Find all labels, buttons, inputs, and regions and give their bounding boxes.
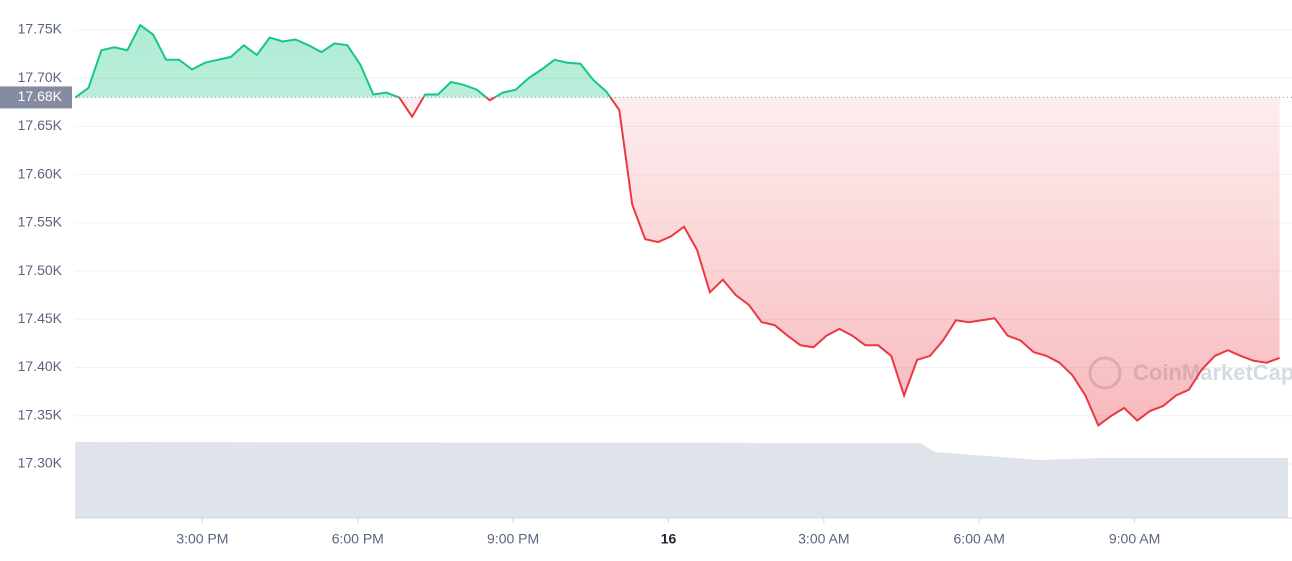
line-up xyxy=(74,23,612,98)
y-tick-label: 17.60K xyxy=(18,165,63,181)
area-up xyxy=(75,25,1280,98)
baseline-badge xyxy=(0,86,72,109)
x-tick-label: 6:00 PM xyxy=(332,531,384,547)
x-tick-label: 3:00 PM xyxy=(176,531,228,547)
area-down xyxy=(399,97,1280,426)
x-tick-label: 3:00 AM xyxy=(798,531,849,547)
baseline-label: 17.68K xyxy=(18,88,63,104)
y-tick-label: 17.75K xyxy=(18,21,63,37)
y-tick-label: 17.70K xyxy=(18,69,63,85)
x-tick-label: 6:00 AM xyxy=(954,531,1005,547)
y-tick-label: 17.65K xyxy=(18,117,63,133)
volume-area xyxy=(75,442,1288,518)
y-tick-label: 17.55K xyxy=(18,214,63,230)
y-tick-label: 17.30K xyxy=(18,455,63,471)
y-tick-label: 17.35K xyxy=(18,406,63,422)
y-tick-label: 17.45K xyxy=(18,310,63,326)
y-tick-label: 17.50K xyxy=(18,262,63,278)
x-tick-label: 9:00 PM xyxy=(487,531,539,547)
x-tick-label: 9:00 AM xyxy=(1109,531,1160,547)
line-down xyxy=(75,97,1280,427)
plot xyxy=(74,23,1292,427)
y-tick-label: 17.40K xyxy=(18,358,63,374)
x-tick-label: 16 xyxy=(661,531,677,547)
axes: 17.30K 17.35K 17.40K 17.45K 17.50K 17.55K 17.6… xyxy=(0,21,1292,547)
